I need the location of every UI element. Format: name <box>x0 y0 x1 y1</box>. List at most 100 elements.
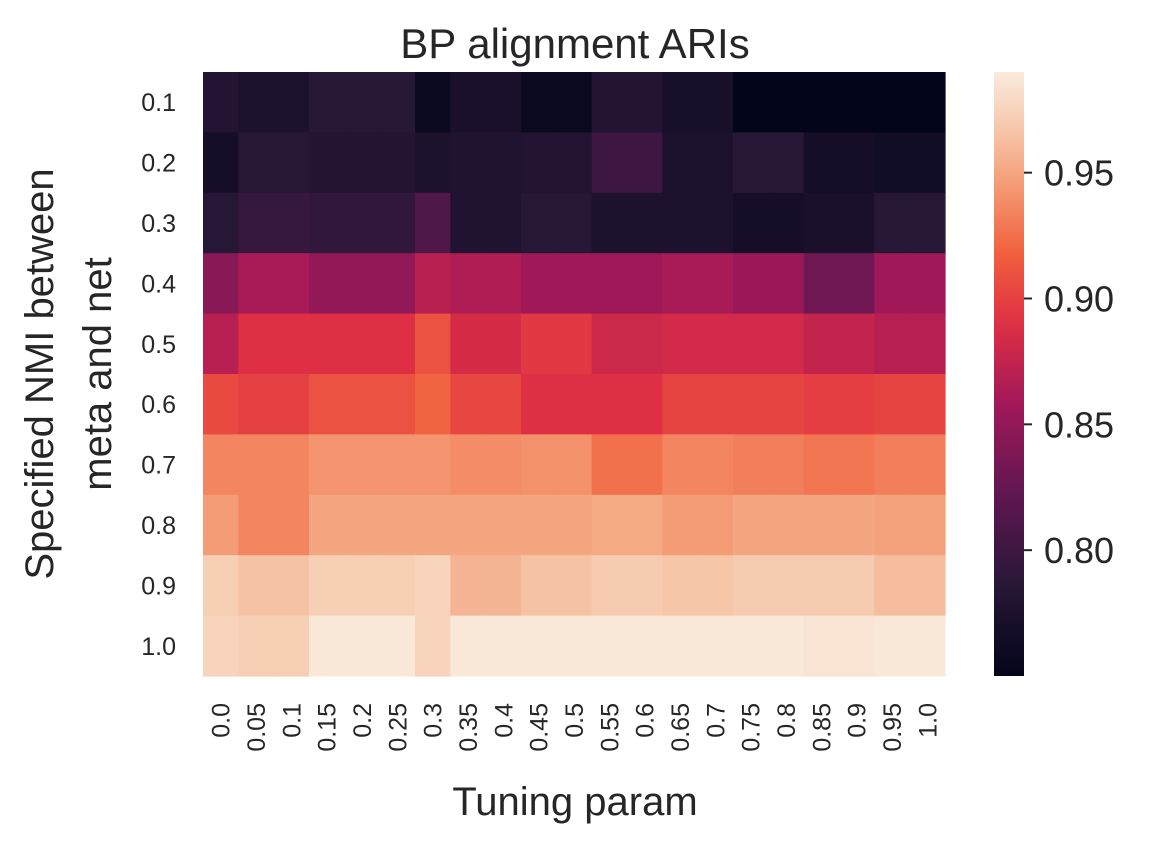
heatmap-cell <box>627 494 663 556</box>
heatmap-cell <box>768 494 805 556</box>
heatmap-cell <box>238 434 275 496</box>
heatmap-cell <box>344 555 381 617</box>
y-axis-label: Specified NMI between meta and net <box>18 168 120 579</box>
heatmap-cell <box>344 494 381 556</box>
heatmap-cell <box>591 555 628 617</box>
x-tick-label: 0.75 <box>738 703 766 752</box>
heatmap-cell <box>273 313 310 375</box>
heatmap-cell <box>697 374 734 435</box>
heatmap-cell <box>203 72 239 133</box>
heatmap-cell <box>450 434 487 496</box>
heatmap-cell <box>768 72 805 133</box>
heatmap-cell <box>874 132 911 194</box>
heatmap-cell <box>697 313 734 375</box>
heatmap-cell <box>238 72 275 133</box>
heatmap-cell <box>485 253 522 315</box>
y-tick-label: 0.2 <box>141 150 176 178</box>
heatmap-cell <box>909 253 946 315</box>
y-tick-label: 0.1 <box>141 89 176 117</box>
heatmap-cell <box>450 615 487 677</box>
heatmap-cell <box>556 72 593 133</box>
heatmap-cell <box>839 434 875 496</box>
x-tick-label: 0.05 <box>243 703 271 752</box>
heatmap-cell <box>556 374 593 435</box>
heatmap-cell <box>273 72 310 133</box>
x-tick-label: 0.1 <box>278 703 306 738</box>
colorbar-tick-label: 0.80 <box>1044 530 1114 571</box>
heatmap-cell <box>521 72 557 133</box>
heatmap-cell <box>309 615 345 677</box>
heatmap-cell <box>803 132 840 194</box>
heatmap-cell <box>556 313 593 375</box>
heatmap-cell <box>203 253 239 315</box>
colorbar-tick-label: 0.85 <box>1044 404 1114 445</box>
heatmap-cell <box>344 434 381 496</box>
heatmap-cell <box>450 132 487 194</box>
heatmap-cell <box>415 313 451 375</box>
heatmap-cell <box>839 313 875 375</box>
heatmap-cell <box>238 555 275 617</box>
heatmap-cell <box>803 192 840 254</box>
heatmap-cell <box>662 615 699 677</box>
heatmap-cell <box>839 132 875 194</box>
heatmap-cell <box>768 313 805 375</box>
heatmap-cell <box>662 132 699 194</box>
heatmap-cell <box>485 132 522 194</box>
heatmap-cell <box>238 494 275 556</box>
x-axis-label: Tuning param <box>452 780 697 824</box>
heatmap-cell <box>309 132 345 194</box>
heatmap-cell <box>803 555 840 617</box>
heatmap-cell <box>203 555 239 617</box>
heatmap-cell <box>874 434 911 496</box>
heatmap-cell <box>415 434 451 496</box>
heatmap-cell <box>344 132 381 194</box>
heatmap-cell <box>415 374 451 435</box>
heatmap-cell <box>273 374 310 435</box>
heatmap-cell <box>697 494 734 556</box>
x-tick-label: 0.35 <box>455 703 483 752</box>
heatmap-cell <box>203 313 239 375</box>
heatmap-cell <box>909 615 946 677</box>
heatmap-cell <box>662 192 699 254</box>
colorbar-ticks: 0.80 0.85 0.90 0.95 <box>1024 153 1114 571</box>
heatmap-cell <box>450 555 487 617</box>
heatmap-cell <box>627 132 663 194</box>
heatmap-cell <box>521 615 557 677</box>
heatmap-cell <box>591 253 628 315</box>
heatmap-cell <box>379 253 416 315</box>
heatmap-cell <box>909 434 946 496</box>
y-tick-labels: 0.1 0.2 0.3 0.4 0.5 0.6 0.7 0.8 0.9 1.0 <box>141 89 176 661</box>
heatmap-cell <box>909 494 946 556</box>
chart-title: BP alignment ARIs <box>400 20 749 67</box>
heatmap-cell <box>803 615 840 677</box>
heatmap-cell <box>768 615 805 677</box>
heatmap-cell <box>309 313 345 375</box>
heatmap-cell <box>697 192 734 254</box>
x-tick-label: 0.5 <box>561 703 589 738</box>
heatmap-cell <box>415 72 451 133</box>
heatmap-cell <box>697 132 734 194</box>
colorbar-tick-label: 0.90 <box>1044 279 1114 320</box>
heatmap-cell <box>662 374 699 435</box>
heatmap-cell <box>803 434 840 496</box>
heatmap-cell <box>415 615 451 677</box>
heatmap-cell <box>485 434 522 496</box>
heatmap-cell <box>874 253 911 315</box>
heatmap-cell <box>309 555 345 617</box>
heatmap-cell <box>450 313 487 375</box>
x-tick-label: 0.45 <box>526 703 554 752</box>
x-tick-label: 0.3 <box>420 703 448 738</box>
heatmap-cell <box>627 555 663 617</box>
heatmap-cell <box>521 494 557 556</box>
heatmap-cell <box>415 192 451 254</box>
y-tick-label: 0.3 <box>141 210 176 238</box>
heatmap-cell <box>733 313 769 375</box>
y-tick-label: 0.7 <box>141 452 176 480</box>
heatmap-cell <box>521 253 557 315</box>
y-tick-label: 0.9 <box>141 572 176 600</box>
heatmap-cell <box>733 72 769 133</box>
heatmap-cell <box>909 132 946 194</box>
heatmap-cell <box>803 374 840 435</box>
heatmap-cell <box>273 615 310 677</box>
heatmap-cell <box>627 374 663 435</box>
